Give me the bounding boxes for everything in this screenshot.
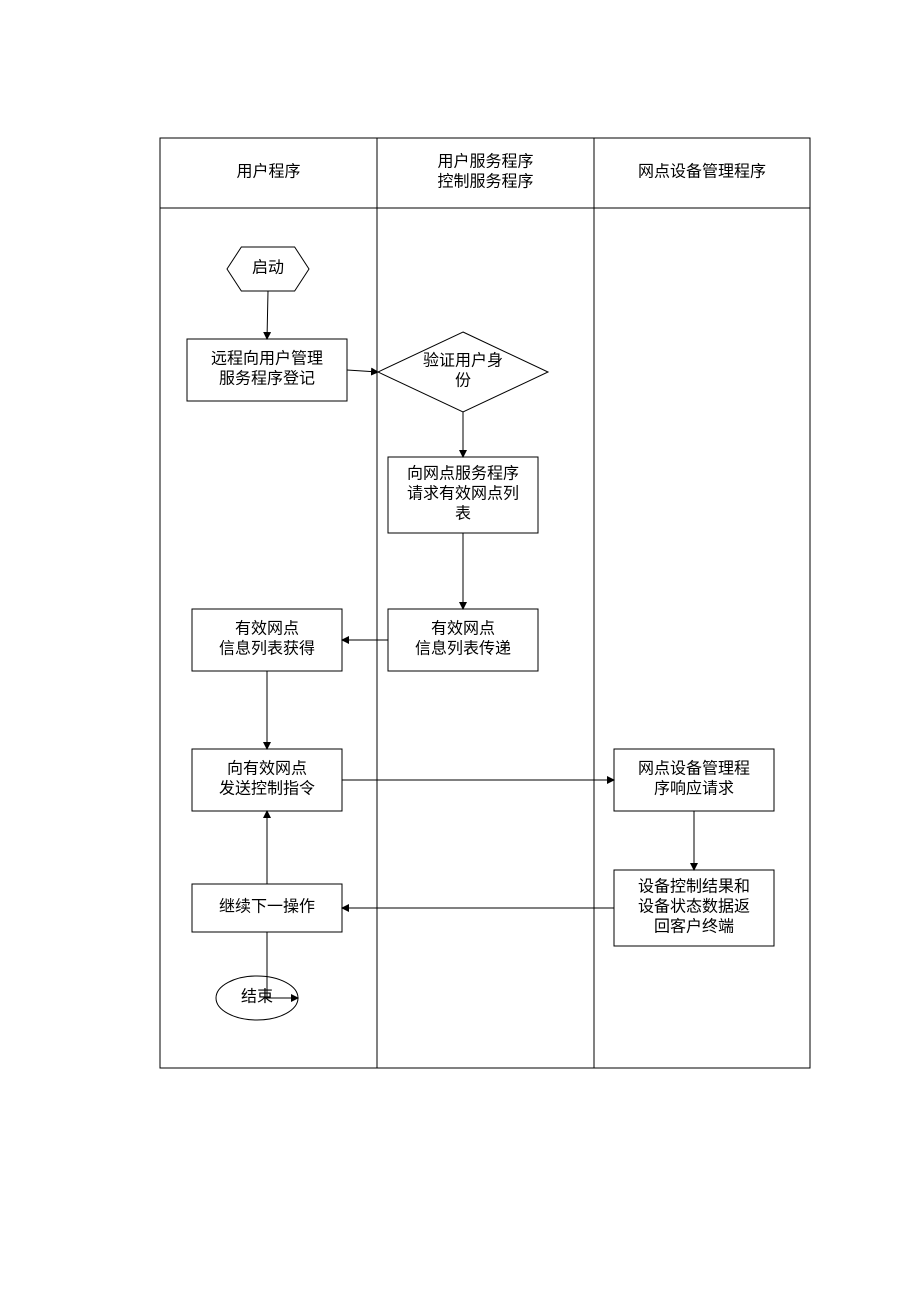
node-label-n7: 网点设备管理程 (638, 760, 750, 778)
node-n6: 向有效网点发送控制指令 (192, 749, 342, 811)
lane-title-lane3: 网点设备管理程序 (638, 163, 766, 181)
node-label-n3: 请求有效网点列 (407, 485, 519, 503)
node-label-n3: 表 (455, 505, 471, 523)
node-label-n2: 验证用户身 (423, 352, 503, 370)
node-n8: 设备控制结果和设备状态数据返回客户终端 (614, 870, 774, 946)
node-label-n4: 有效网点 (431, 620, 495, 638)
node-n9: 继续下一操作 (192, 884, 342, 932)
node-label-n1: 服务程序登记 (219, 370, 315, 388)
node-label-n6: 发送控制指令 (219, 780, 315, 798)
node-label-start: 启动 (252, 259, 284, 277)
lane-title-lane1: 用户程序 (236, 163, 300, 181)
node-label-n5: 信息列表获得 (219, 640, 315, 658)
node-start: 启动 (227, 247, 309, 291)
node-n3: 向网点服务程序请求有效网点列表 (388, 457, 538, 533)
node-label-n5: 有效网点 (235, 620, 299, 638)
node-label-n2: 份 (455, 372, 471, 390)
node-label-end: 结束 (241, 988, 273, 1006)
flowchart-canvas: 用户程序 用户服务程序控制服务程序 网点设备管理程序启动远程向用户管理服务程序登记 验… (0, 0, 920, 1302)
node-label-n7: 序响应请求 (654, 779, 734, 798)
node-label-n9: 继续下一操作 (219, 898, 315, 916)
node-label-n8: 设备控制结果和 (638, 878, 750, 896)
node-label-n4: 信息列表传递 (415, 640, 511, 658)
node-label-n3: 向网点服务程序 (407, 465, 519, 483)
node-n5: 有效网点信息列表获得 (192, 609, 342, 671)
node-n1: 远程向用户管理服务程序登记 (187, 339, 347, 401)
node-label-n6: 向有效网点 (227, 760, 307, 778)
node-label-n8: 回客户终端 (654, 918, 734, 936)
node-n7: 网点设备管理程序响应请求 (614, 749, 774, 811)
node-n4: 有效网点信息列表传递 (388, 609, 538, 671)
node-label-n1: 远程向用户管理 (211, 350, 323, 368)
lane-title-lane2: 控制服务程序 (437, 173, 533, 191)
node-label-n8: 设备状态数据返 (638, 898, 750, 916)
lane-title-lane2: 用户服务程序 (437, 153, 533, 171)
